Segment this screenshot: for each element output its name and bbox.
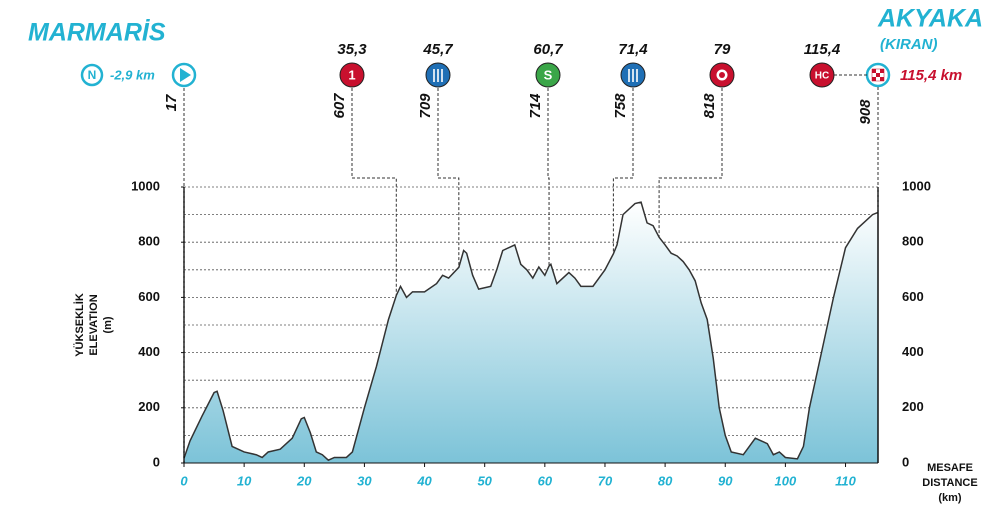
y-tick-label: 800 — [138, 234, 160, 249]
elevation-label: 714 — [527, 93, 544, 119]
km-label: 35,3 — [337, 41, 367, 58]
elevation-label: 818 — [701, 93, 718, 119]
leader-line — [437, 88, 460, 268]
y-axis-title: ELEVATION — [88, 294, 100, 355]
checkered — [871, 68, 885, 82]
y-tick-label: 200 — [138, 399, 160, 414]
y-tick-label: 400 — [138, 344, 160, 359]
km-label: 60,7 — [533, 41, 563, 58]
y-tick-label: 600 — [138, 289, 160, 304]
leader-line — [612, 88, 634, 254]
elevation-label: 607 — [331, 93, 348, 119]
profile-line — [183, 201, 879, 462]
start-name: MARMARİS — [28, 19, 166, 47]
finish-subname: (KIRAN) — [880, 36, 938, 53]
x-axis-title: MESAFE — [927, 462, 973, 474]
climb-marker — [809, 62, 835, 88]
elevation-label: 709 — [417, 93, 434, 119]
x-tick-label: 90 — [718, 473, 733, 488]
y-tick-label-right: 600 — [902, 289, 924, 304]
y-tick-label-right: 200 — [902, 399, 924, 414]
elevation-label: 908 — [857, 99, 874, 125]
x-tick-label: 70 — [598, 473, 613, 488]
start-icon-label: N — [88, 68, 97, 82]
start-icon — [80, 63, 104, 87]
leader-line — [351, 88, 397, 296]
finish-distance: 115,4 km — [900, 67, 962, 84]
y-tick-label-right: 400 — [902, 344, 924, 359]
y-tick-label: 1000 — [131, 178, 160, 193]
leader-line — [834, 74, 879, 213]
y-axis-title: (m) — [102, 316, 114, 333]
marker-icon: 1 — [348, 67, 355, 82]
y-tick-label-right: 1000 — [902, 178, 931, 193]
leader-line — [547, 88, 550, 266]
y-tick-label: 0 — [153, 454, 160, 469]
km-label: 115,4 — [804, 41, 841, 58]
climb-marker — [339, 62, 365, 88]
gear-icon — [719, 72, 725, 78]
x-axis-title: DISTANCE — [922, 477, 977, 489]
x-tick-label: 110 — [835, 473, 856, 488]
finish-name: AKYAKA — [877, 5, 983, 33]
area-fill — [184, 202, 878, 463]
elevation-label: 758 — [612, 93, 629, 119]
x-tick-label: 100 — [775, 473, 797, 488]
km-label: 45,7 — [422, 41, 453, 58]
x-tick-label: 10 — [237, 473, 252, 488]
km-label: 71,4 — [618, 41, 648, 58]
x-tick-label: 30 — [357, 473, 372, 488]
marker-icon: S — [544, 67, 553, 82]
y-tick-label-right: 800 — [902, 234, 924, 249]
x-tick-label: 20 — [296, 473, 312, 488]
x-tick-label: 60 — [538, 473, 553, 488]
climb-marker — [535, 62, 561, 88]
x-axis-title: (km) — [938, 492, 962, 504]
x-tick-label: 80 — [658, 473, 673, 488]
elevation-label: 17 — [163, 94, 180, 111]
play-icon — [180, 68, 191, 82]
start-distance: -2,9 km — [110, 67, 155, 82]
x-tick-label: 0 — [180, 473, 188, 488]
y-tick-label-right: 0 — [902, 454, 909, 469]
marker-icon: HC — [815, 71, 829, 82]
km-label: 79 — [714, 41, 731, 58]
leader-line — [658, 88, 723, 238]
x-tick-label: 50 — [477, 473, 492, 488]
x-tick-label: 40 — [416, 473, 432, 488]
y-axis-title: YÜKSEKLİK — [73, 293, 86, 357]
